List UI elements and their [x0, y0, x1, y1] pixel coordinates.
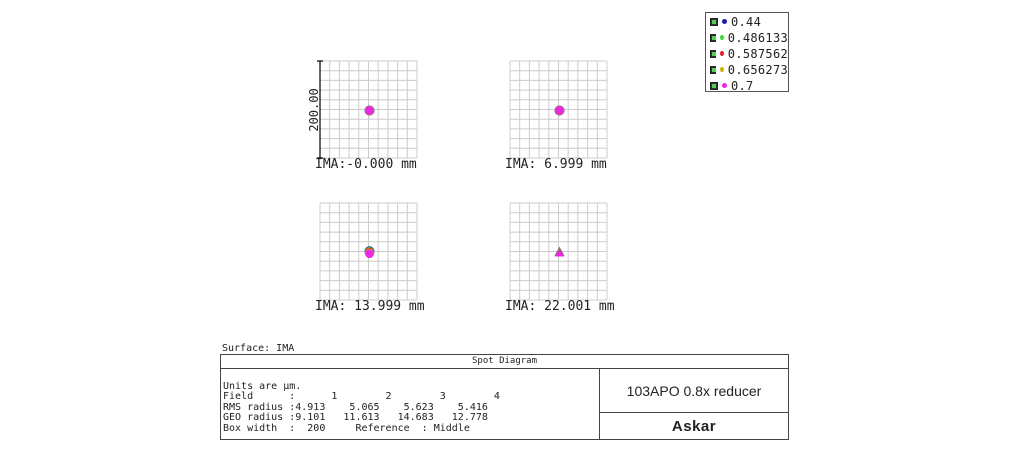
checkbox-icon[interactable]: [710, 17, 718, 26]
lens-name: 103APO 0.8x reducer: [600, 369, 788, 413]
legend-label: 0.7: [731, 78, 754, 93]
scale-bar-label: 200.00: [307, 88, 321, 131]
info-text: Units are µm. Field : 1 2 3 4 RMS radius :…: [223, 381, 500, 434]
brand-logo: Askar: [671, 418, 717, 435]
legend-item[interactable]: 0.587562: [710, 46, 788, 61]
legend-item[interactable]: 0.7: [710, 78, 788, 93]
legend-item[interactable]: 0.486133: [710, 30, 788, 45]
color-dot-icon: [720, 67, 724, 72]
color-dot-icon: [720, 51, 724, 56]
field-label: IMA: 6.999 mm: [505, 157, 607, 172]
spot-mark: [555, 248, 564, 257]
checkbox-icon[interactable]: [710, 49, 717, 58]
info-line: GEO radius :9.101 11.613 14.683 12.778: [223, 412, 488, 424]
legend-label: 0.656273: [727, 62, 788, 77]
info-line: Box width : 200 Reference : Middle: [223, 422, 470, 434]
legend-item[interactable]: 0.656273: [710, 62, 788, 77]
info-line: RMS radius :4.913 5.065 5.623 5.416: [223, 401, 488, 413]
info-line: Units are µm.: [223, 381, 302, 392]
spot-mark: [365, 249, 374, 259]
legend: 0.44 0.486133 0.587562 0.656273 0.7: [705, 12, 789, 93]
spot-mark: [365, 106, 374, 115]
info-box: Spot Diagram Units are µm. Field : 1 2 3 …: [220, 354, 789, 440]
color-dot-icon: [722, 83, 727, 88]
color-dot-icon: [720, 35, 724, 40]
checkbox-icon[interactable]: [710, 65, 717, 74]
checkbox-icon[interactable]: [710, 33, 717, 42]
legend-label: 0.44: [731, 14, 762, 29]
spot-mark: [555, 106, 564, 115]
legend-label: 0.587562: [727, 46, 788, 61]
chart-title: Spot Diagram: [221, 355, 788, 369]
info-line: Field : 1 2 3 4: [223, 391, 500, 403]
color-dot-icon: [722, 19, 727, 24]
legend-item[interactable]: 0.44: [710, 14, 788, 29]
info-panel: Units are µm. Field : 1 2 3 4 RMS radius :…: [221, 369, 600, 440]
legend-label: 0.486133: [727, 30, 788, 45]
field-label: IMA: 22.001 mm: [505, 299, 615, 314]
field-label: IMA: 13.999 mm: [315, 299, 425, 314]
surface-label: Surface: IMA: [222, 343, 295, 354]
field-label: IMA:-0.000 mm: [315, 157, 417, 172]
checkbox-icon[interactable]: [710, 81, 718, 90]
